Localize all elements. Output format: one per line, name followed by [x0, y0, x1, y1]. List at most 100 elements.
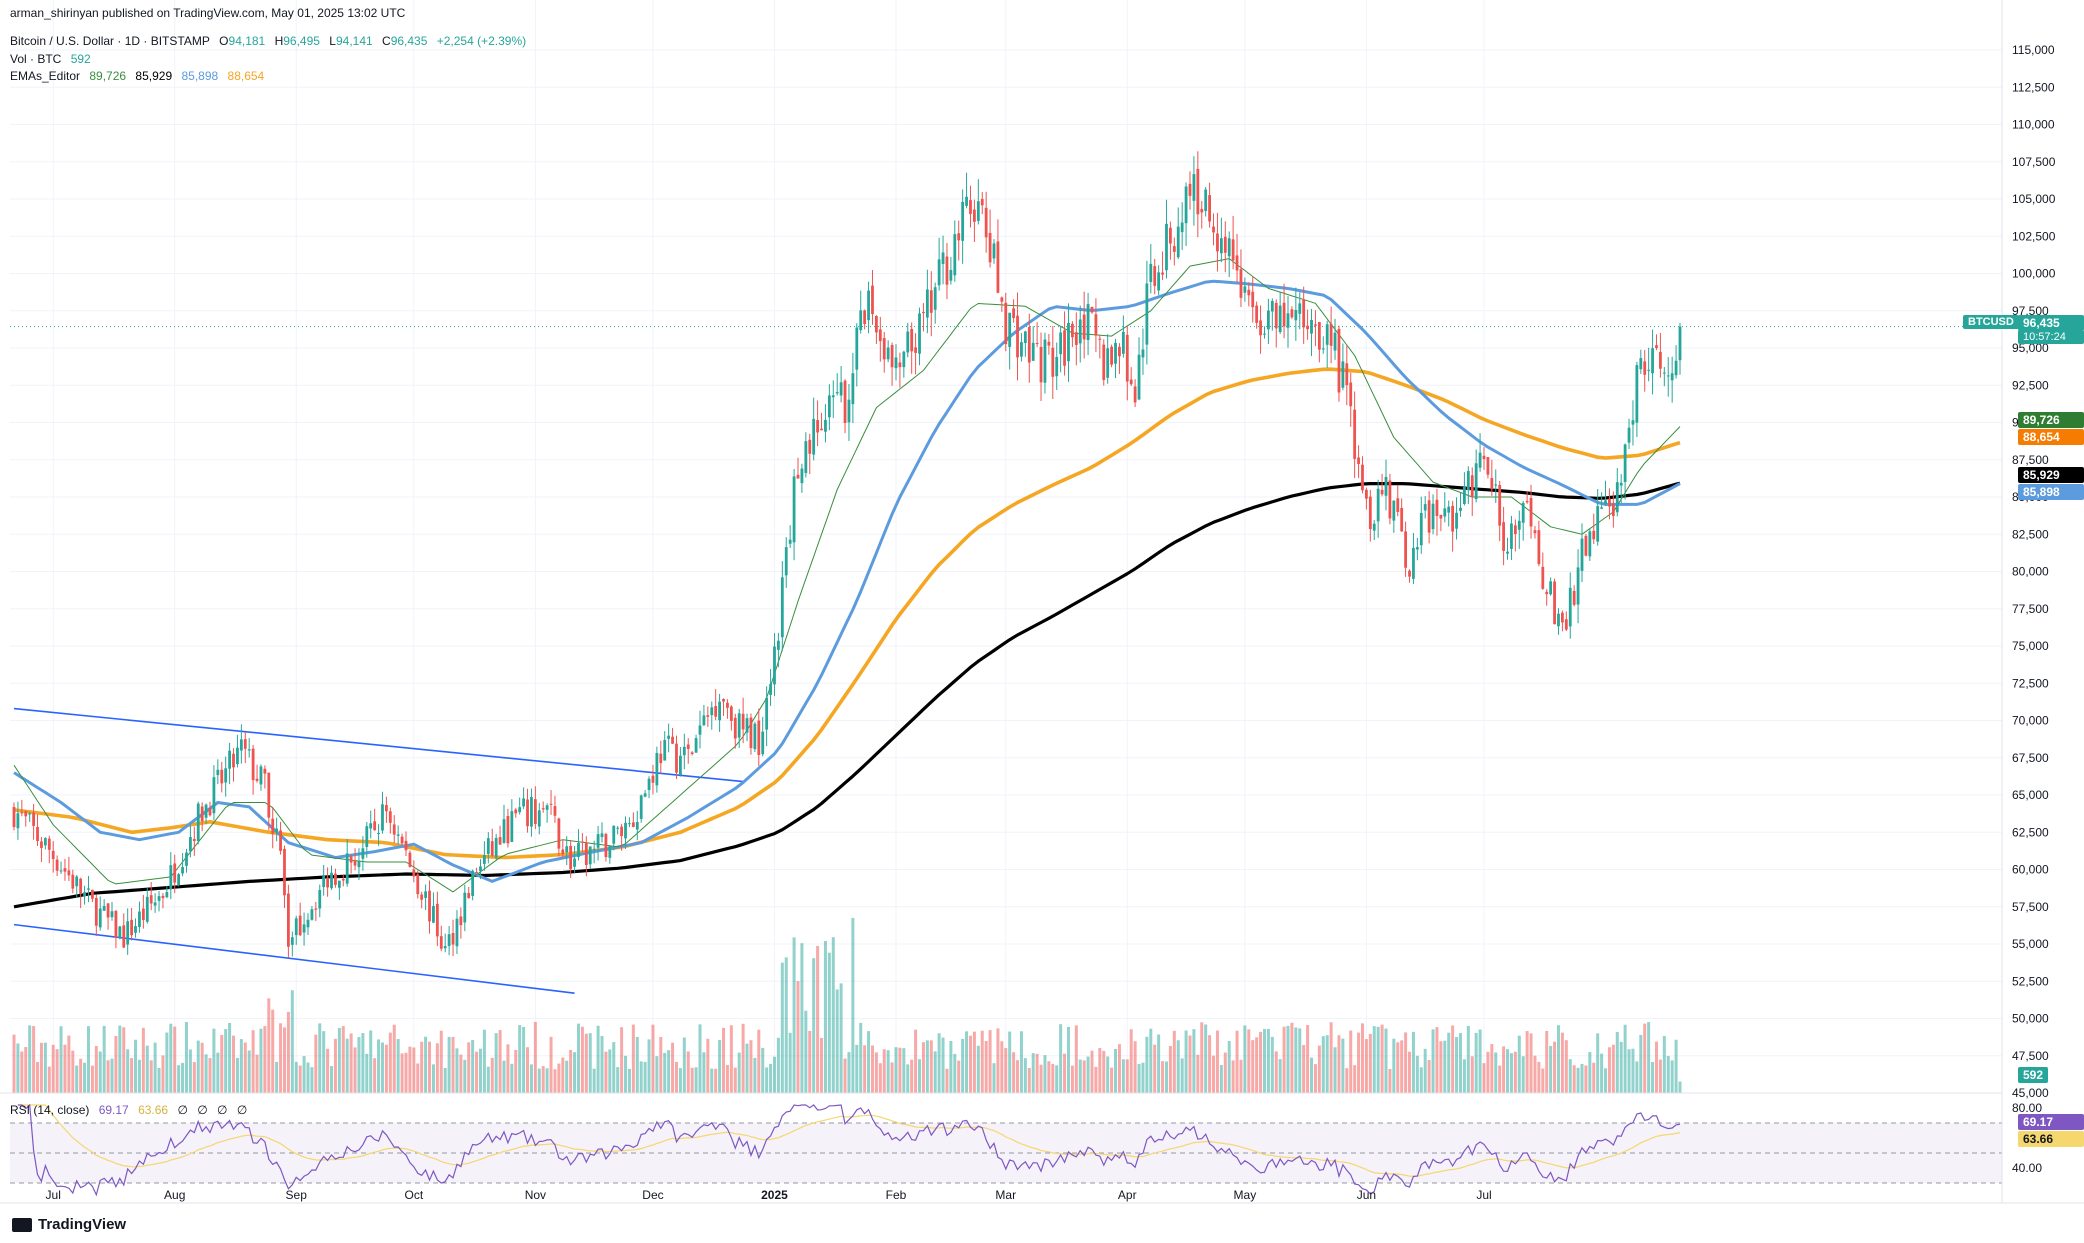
volume-bar: [1376, 1026, 1380, 1093]
candle-body: [1494, 484, 1498, 486]
candle-body: [1310, 319, 1313, 334]
candle-body: [706, 715, 710, 717]
candle-body: [851, 373, 855, 405]
candle-body: [812, 418, 816, 455]
brand-name: TradingView: [38, 1216, 127, 1233]
volume-bar: [573, 1052, 577, 1093]
candle-body: [1098, 338, 1102, 340]
volume-bar: [1023, 1058, 1027, 1093]
y-tick-label: 115,000: [2012, 43, 2055, 57]
volume-bar: [710, 1068, 714, 1093]
volume-bar: [776, 1037, 780, 1093]
candle-body: [247, 749, 251, 751]
volume-bar: [651, 1024, 655, 1093]
volume-bar: [369, 1030, 373, 1093]
volume-bar: [455, 1048, 459, 1093]
candle-body: [181, 866, 184, 874]
candle-body: [1596, 506, 1600, 542]
candle-body: [620, 826, 623, 837]
volume-bar: [1466, 1025, 1470, 1093]
candle-body: [1376, 488, 1380, 522]
volume-bar: [667, 1050, 671, 1093]
candle-body: [757, 720, 761, 756]
candle-body: [486, 838, 490, 855]
volume-bar: [1513, 1051, 1517, 1093]
candle-body: [490, 841, 494, 856]
y-tick-label: 57,500: [2012, 900, 2049, 914]
rsi-tick-label: 80.00: [2012, 1101, 2042, 1115]
volume-bar: [1443, 1040, 1447, 1093]
candle-body: [1447, 506, 1451, 513]
candle-body: [918, 313, 921, 354]
candle-body: [1357, 457, 1360, 465]
candle-body: [1157, 272, 1161, 291]
candle-body: [1474, 463, 1478, 500]
volume-bar: [149, 1060, 153, 1093]
countdown-tag: 10:57:24: [2018, 330, 2084, 344]
candle-body: [467, 892, 471, 899]
candle-body: [471, 870, 475, 896]
volume-bar: [1188, 1035, 1192, 1093]
volume-bar: [471, 1040, 475, 1093]
candle-body: [428, 890, 431, 922]
candle-body: [1400, 507, 1404, 532]
candle-body: [1180, 222, 1184, 233]
volume-bar: [286, 1011, 290, 1093]
candle-body: [1129, 379, 1133, 385]
candle-body: [784, 547, 788, 576]
candle-body: [1345, 363, 1349, 386]
candle-body: [392, 824, 396, 835]
volume-bar: [1423, 1048, 1427, 1093]
candle-body: [1396, 498, 1400, 512]
candle-body: [1470, 475, 1474, 498]
volume-bar: [1043, 1055, 1047, 1093]
volume-bar: [1619, 1041, 1623, 1093]
candle-body: [741, 713, 745, 730]
candle-body: [314, 908, 318, 910]
candle-body: [443, 946, 447, 949]
candle-body: [263, 768, 267, 774]
candle-body: [24, 811, 28, 817]
candle-body: [1459, 507, 1462, 511]
volume-bar: [1325, 1035, 1329, 1093]
candle-body: [1380, 489, 1384, 495]
candle-body: [996, 241, 1000, 293]
candle-body: [1631, 420, 1635, 425]
y-tick-label: 80,000: [2012, 565, 2049, 579]
candle-body: [153, 902, 157, 906]
ema100-tag: 88,654: [2018, 429, 2084, 445]
rsi-ma-value: 63.66: [138, 1103, 169, 1117]
candle-body: [451, 933, 455, 945]
candle-body: [1247, 289, 1251, 296]
volume-bar: [620, 1027, 624, 1093]
volume-bar: [134, 1039, 138, 1093]
volume-bar: [1070, 1065, 1074, 1093]
volume-bar: [1404, 1032, 1408, 1093]
candle-body: [165, 892, 169, 898]
rsi-ma-line: [17, 1104, 1681, 1177]
volume-bar: [302, 1056, 306, 1093]
volume-bar: [780, 962, 784, 1093]
volume-bar: [643, 1061, 647, 1093]
volume-bar: [812, 958, 816, 1093]
volume-bar: [1266, 1028, 1270, 1093]
candle-body: [1114, 342, 1117, 364]
candle-body: [988, 232, 992, 263]
candle-body: [984, 207, 988, 238]
volume-bar: [565, 1060, 569, 1093]
candle-body: [1388, 480, 1392, 519]
candle-body: [271, 818, 275, 834]
candle-body: [1012, 308, 1015, 319]
candle-body: [992, 243, 996, 259]
volume-bar: [1098, 1048, 1102, 1093]
candle-body: [1074, 332, 1078, 345]
candle-body: [1670, 373, 1674, 381]
candle-body: [1372, 523, 1376, 531]
candle-body: [1588, 531, 1592, 557]
volume-bar: [404, 1052, 408, 1093]
volume-bar: [541, 1066, 545, 1093]
candle-body: [1165, 223, 1168, 271]
y-tick-label: 52,500: [2012, 974, 2049, 988]
candle-body: [690, 752, 694, 754]
